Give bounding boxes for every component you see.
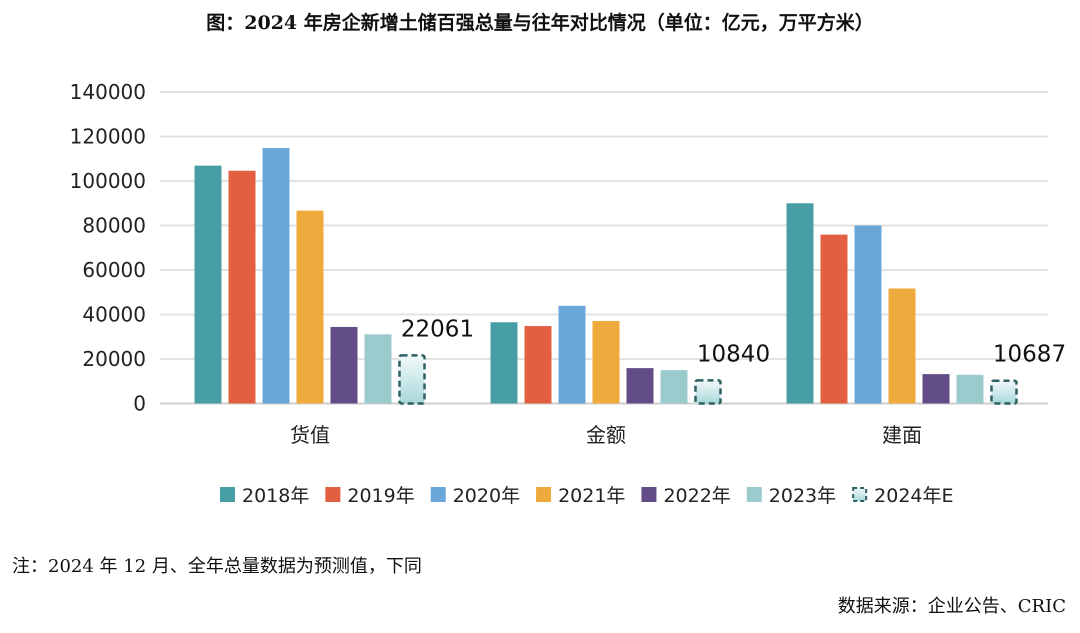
footnote: 注：2024 年 12 月、全年总量数据为预测值，下同 [12, 556, 422, 577]
y-tick-label: 100000 [70, 169, 146, 193]
bar [330, 326, 358, 404]
y-tick-label: 40000 [82, 303, 146, 327]
data-label: 10840 [697, 341, 770, 367]
legend-label: 2019年 [347, 485, 414, 507]
bar [490, 322, 518, 404]
bar [888, 288, 916, 404]
bar [922, 374, 950, 404]
y-tick-label: 140000 [70, 80, 146, 104]
legend-swatch [641, 487, 657, 502]
legend-label: 2024年E [874, 485, 953, 507]
data-label: 22061 [401, 316, 474, 342]
legend-swatch [852, 487, 868, 502]
bar [194, 165, 222, 404]
bar [956, 374, 984, 404]
bar [364, 334, 392, 404]
bar [592, 320, 620, 404]
legend-label: 2023年 [769, 485, 836, 507]
data-source: 数据来源：企业公告、CRIC [837, 596, 1066, 617]
bar [990, 379, 1018, 405]
y-tick-label: 120000 [70, 125, 146, 149]
legend-label: 2022年 [663, 485, 730, 507]
legend-swatch [220, 487, 235, 502]
legend-swatch [746, 487, 762, 502]
legend-swatch [430, 487, 446, 502]
y-tick-label: 80000 [82, 214, 146, 238]
y-tick-label: 20000 [82, 347, 146, 371]
bar [558, 305, 586, 404]
legend-swatch [325, 487, 341, 502]
chart-title: 图：2024 年房企新增土储百强总量与往年对比情况（单位：亿元，万平方米） [206, 12, 874, 34]
bar [694, 379, 722, 405]
bar [296, 210, 324, 404]
legend-swatch [536, 487, 552, 502]
legend-label: 2018年 [242, 485, 309, 507]
legend-label: 2021年 [558, 485, 625, 507]
bar [854, 225, 882, 404]
x-tick-label: 金额 [586, 423, 626, 447]
bar [820, 234, 848, 404]
bar [660, 370, 688, 404]
bar [228, 170, 256, 404]
bar [626, 368, 654, 404]
bar [262, 148, 290, 404]
y-tick-label: 60000 [82, 258, 146, 282]
y-tick-label: 0 [133, 392, 146, 416]
bar [524, 326, 552, 404]
bar [398, 354, 426, 405]
x-tick-label: 建面 [882, 423, 922, 447]
x-tick-label: 货值 [290, 423, 330, 447]
bar [786, 203, 814, 404]
legend-label: 2020年 [453, 485, 520, 507]
data-label: 10687 [993, 342, 1066, 368]
